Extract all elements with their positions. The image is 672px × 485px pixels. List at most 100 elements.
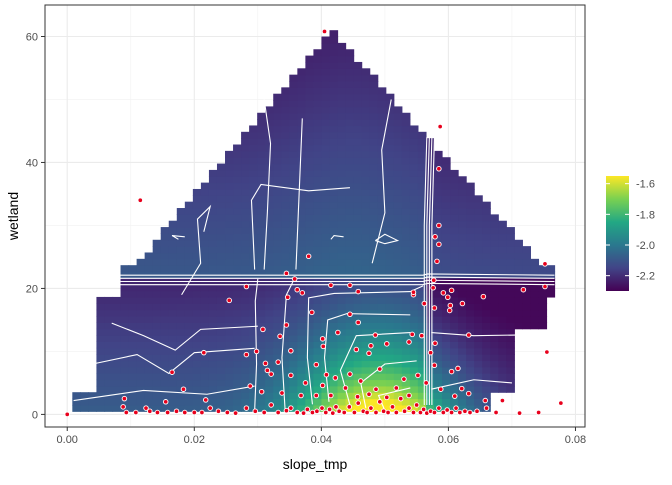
surface-tile bbox=[377, 341, 387, 349]
surface-tile bbox=[433, 296, 443, 304]
surface-tile bbox=[273, 176, 282, 184]
surface-tile bbox=[305, 322, 315, 330]
surface-tile bbox=[241, 227, 250, 235]
surface-tile bbox=[176, 404, 186, 412]
surface-tile bbox=[385, 176, 395, 184]
surface-tile bbox=[104, 354, 114, 362]
surface-tile bbox=[305, 182, 315, 190]
surface-tile bbox=[425, 157, 435, 165]
surface-tile bbox=[305, 246, 315, 254]
surface-tile bbox=[225, 150, 234, 158]
surface-tile bbox=[506, 258, 515, 266]
surface-tile bbox=[225, 335, 234, 342]
surface-tile bbox=[192, 398, 202, 406]
surface-tile bbox=[128, 379, 138, 387]
surface-tile bbox=[425, 322, 435, 330]
surface-tile bbox=[369, 144, 379, 152]
surface-tile bbox=[305, 360, 315, 368]
surface-tile bbox=[313, 188, 323, 196]
surface-tile bbox=[281, 112, 290, 120]
surface-tile bbox=[305, 385, 315, 393]
surface-tile bbox=[337, 195, 347, 203]
surface-tile bbox=[409, 385, 419, 393]
surface-tile bbox=[401, 398, 411, 406]
contour-lines bbox=[73, 99, 555, 411]
surface-tile bbox=[257, 125, 266, 133]
surface-tile bbox=[200, 315, 210, 323]
surface-tile bbox=[490, 385, 499, 393]
surface-tile bbox=[369, 265, 379, 273]
surface-tile bbox=[289, 169, 298, 177]
surface-tile bbox=[409, 182, 419, 190]
surface-tile bbox=[241, 233, 250, 241]
surface-tile bbox=[216, 163, 226, 171]
surface-tile bbox=[241, 354, 250, 362]
surface-tile bbox=[249, 169, 258, 177]
surface-tile bbox=[257, 163, 266, 171]
surface-tile bbox=[345, 360, 355, 368]
surface-tile bbox=[337, 131, 347, 139]
surface-tile bbox=[482, 290, 491, 298]
surface-tile bbox=[128, 392, 138, 400]
surface-tile bbox=[385, 366, 395, 374]
surface-tile bbox=[257, 296, 266, 304]
surface-tile bbox=[450, 296, 459, 304]
surface-tile bbox=[216, 188, 226, 196]
contour-line bbox=[295, 118, 303, 270]
surface-tile bbox=[329, 354, 339, 362]
surface-tile bbox=[168, 303, 178, 311]
surface-tile bbox=[208, 252, 218, 260]
surface-tile bbox=[289, 214, 298, 222]
surface-tile bbox=[281, 106, 290, 114]
surface-tile bbox=[425, 296, 435, 304]
data-point bbox=[313, 392, 320, 399]
data-point bbox=[262, 360, 269, 367]
data-point bbox=[137, 197, 144, 204]
surface-tile bbox=[441, 379, 451, 387]
surface-tile bbox=[104, 404, 114, 412]
surface-tile bbox=[192, 404, 202, 412]
surface-tile bbox=[353, 227, 363, 235]
surface-tile bbox=[425, 169, 435, 177]
surface-tile bbox=[474, 303, 483, 311]
surface-tile bbox=[345, 169, 355, 177]
surface-tile bbox=[233, 150, 242, 158]
surface-tile bbox=[506, 239, 515, 247]
surface-tile bbox=[249, 315, 258, 323]
surface-tile bbox=[345, 55, 355, 63]
surface-tile bbox=[433, 354, 443, 362]
surface-tile bbox=[216, 296, 226, 304]
surface-tile bbox=[249, 252, 258, 260]
surface-tile bbox=[353, 214, 363, 222]
surface-tile bbox=[265, 125, 274, 133]
surface-tile bbox=[88, 392, 98, 400]
data-point bbox=[268, 371, 274, 377]
surface-tile bbox=[305, 176, 315, 184]
data-point bbox=[366, 391, 372, 397]
surface-tile bbox=[369, 366, 379, 374]
surface-tile bbox=[337, 214, 347, 222]
surface-tile bbox=[361, 150, 371, 158]
surface-tile bbox=[450, 201, 459, 209]
surface-tile bbox=[441, 201, 451, 209]
surface-tile bbox=[144, 284, 154, 292]
surface-tile bbox=[329, 398, 339, 406]
data-point bbox=[326, 406, 333, 413]
surface-tile bbox=[128, 373, 138, 381]
surface-tile bbox=[208, 322, 218, 330]
surface-tile bbox=[152, 398, 162, 406]
surface-tile bbox=[273, 246, 282, 254]
surface-tile bbox=[522, 252, 531, 260]
surface-tile bbox=[152, 296, 162, 304]
surface-tile bbox=[329, 296, 339, 304]
surface-tile bbox=[369, 303, 379, 311]
surface-tile bbox=[152, 360, 162, 368]
surface-tile bbox=[152, 328, 162, 336]
surface-tile bbox=[297, 315, 306, 323]
surface-tile bbox=[313, 366, 323, 374]
surface-tile bbox=[200, 252, 210, 260]
y-tick-label: 0 bbox=[32, 409, 38, 421]
surface-tile bbox=[337, 150, 347, 158]
y-tick-label: 20 bbox=[26, 283, 38, 295]
surface-tile bbox=[80, 404, 89, 412]
